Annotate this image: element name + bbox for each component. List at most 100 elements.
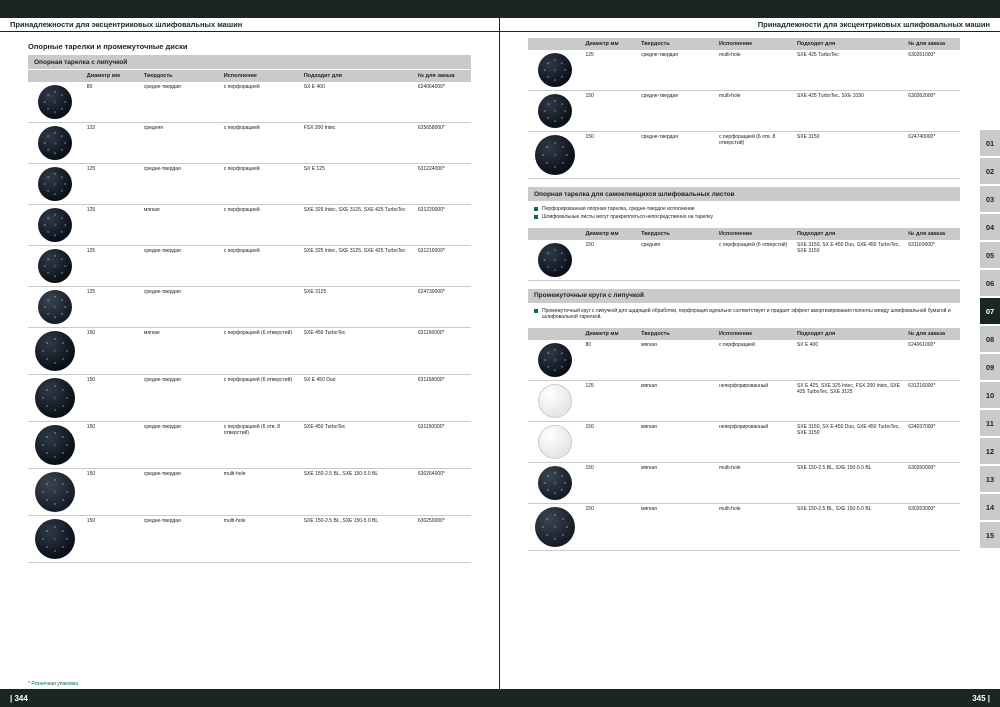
section-tab-15[interactable]: 15 xyxy=(980,522,1000,548)
cell-execution: с перфорацией xyxy=(715,340,793,381)
footer-right: 345 | xyxy=(500,689,1000,707)
cell-diameter: 150 xyxy=(581,91,637,132)
cell-diameter: 122 xyxy=(83,123,140,164)
cell-diameter: 150 xyxy=(83,328,140,375)
section-tab-08[interactable]: 08 xyxy=(980,326,1000,352)
cell-order: 624037000* xyxy=(904,422,960,463)
group-title: Опорная тарелка с липучкой xyxy=(28,55,471,69)
cell-hardness: средне-твердая xyxy=(140,422,220,469)
product-table: Диаметр мм Твердость Исполнение Подходит… xyxy=(528,228,960,281)
cell-hardness: средне-твердая xyxy=(140,82,220,123)
content-left: Опорные тарелки и промежуточные диски Оп… xyxy=(0,32,499,563)
section-tab-02[interactable]: 02 xyxy=(980,158,1000,184)
section-tab-06[interactable]: 06 xyxy=(980,270,1000,296)
cell-order: 630259000* xyxy=(414,516,471,563)
cell-hardness: средне-твердая xyxy=(140,469,220,516)
disc-image xyxy=(35,472,75,512)
cell-fits: SXE 150-2.5 BL, SXE 150-5.0 BL xyxy=(793,463,904,504)
cell-execution: multi-hole xyxy=(715,463,793,504)
section-tab-11[interactable]: 11 xyxy=(980,410,1000,436)
cell-fits: SX E 450 Duo xyxy=(300,375,414,422)
cell-hardness: мягкая xyxy=(637,381,715,422)
section-tab-09[interactable]: 09 xyxy=(980,354,1000,380)
cell-hardness: средняя xyxy=(140,123,220,164)
section-tab-01[interactable]: 01 xyxy=(980,130,1000,156)
header-title-left: Принадлежности для эксцентриковых шлифов… xyxy=(10,20,242,29)
section-tab-13[interactable]: 13 xyxy=(980,466,1000,492)
disc-image xyxy=(35,425,75,465)
page-right: Принадлежности для эксцентриковых шлифов… xyxy=(500,0,1000,707)
cell-fits: SX E 125 xyxy=(300,164,414,205)
cell-fits: SXE 150-2.5 BL, SXE 150-5.0 BL xyxy=(793,504,904,551)
disc-image xyxy=(535,135,575,175)
cell-hardness: мягкая xyxy=(637,340,715,381)
cell-fits: SX E 400 xyxy=(793,340,904,381)
table-row: 125 средне-твердая с перфорацией SXE 325… xyxy=(28,246,471,287)
table-row: 150 средняя с перфорацией (6 отверстий) … xyxy=(528,240,960,281)
cell-hardness: мягкая xyxy=(140,205,220,246)
cell-order: 631156000* xyxy=(414,328,471,375)
table-row: 125 мягкая неперфорированный SX E 425, S… xyxy=(528,381,960,422)
disc-image xyxy=(38,167,72,201)
disc-image xyxy=(538,243,572,277)
cell-execution: с перфорацией (6 отверстий) xyxy=(220,328,300,375)
cell-diameter: 150 xyxy=(83,375,140,422)
cell-execution: multi-hole xyxy=(220,516,300,563)
cell-hardness: средне-твердая xyxy=(637,132,715,179)
cell-execution: с перфорацией (6 отв. 8 отверстий) xyxy=(220,422,300,469)
cell-order: 624739000* xyxy=(414,287,471,328)
cell-order: 630262000* xyxy=(904,91,960,132)
cell-order: 624064000* xyxy=(414,82,471,123)
cell-order: 631220000* xyxy=(414,205,471,246)
header-row: Принадлежности для эксцентриковых шлифов… xyxy=(0,18,499,32)
section-tab-05[interactable]: 05 xyxy=(980,242,1000,268)
content-right: Диаметр мм Твердость Исполнение Подходит… xyxy=(500,32,1000,559)
table-row: 150 мягкая multi-hole SXE 150-2.5 BL, SX… xyxy=(528,504,960,551)
cell-order: 625658000* xyxy=(414,123,471,164)
group-title: Опорная тарелка для самоклеящихся шлифов… xyxy=(528,187,960,201)
product-table: Диаметр мм Твердость Исполнение Подходит… xyxy=(528,328,960,551)
cell-execution: с перфорацией xyxy=(220,246,300,287)
table-row: 125 средне-твердая SXE 3125 624739000* xyxy=(28,287,471,328)
section-tab-14[interactable]: 14 xyxy=(980,494,1000,520)
section-tab-07[interactable]: 07 xyxy=(980,298,1000,324)
cell-fits: SXE 325 Intec, SXE 3125, SXE 425 TurboTe… xyxy=(300,246,414,287)
cell-execution: с перфорацией (6 отверстий) xyxy=(220,375,300,422)
cell-fits: SXE 3150, SX E 450 Duo, SXE 450 TurboTec… xyxy=(793,422,904,463)
disc-image xyxy=(538,384,572,418)
table-row: 150 средне-твердая с перфорацией (6 отв.… xyxy=(28,422,471,469)
cell-diameter: 125 xyxy=(581,381,637,422)
section-title: Опорные тарелки и промежуточные диски xyxy=(28,42,471,51)
cell-hardness: мягкая xyxy=(637,422,715,463)
disc-image xyxy=(538,343,572,377)
table-row: 150 средне-твердая multi-hole SXE 425 Tu… xyxy=(528,91,960,132)
cell-execution: multi-hole xyxy=(715,504,793,551)
cell-order: 631169000* xyxy=(904,240,960,281)
cell-diameter: 80 xyxy=(83,82,140,123)
cell-hardness: средне-твердая xyxy=(140,164,220,205)
table-row: 80 средне-твердая с перфорацией SX E 400… xyxy=(28,82,471,123)
cell-execution: multi-hole xyxy=(715,91,793,132)
table-row: 150 средне-твердая multi-hole SXE 150-2.… xyxy=(28,469,471,516)
cell-fits: SXE 450 TurboTec xyxy=(300,422,414,469)
disc-image xyxy=(38,126,72,160)
table-row: 150 средне-твердая multi-hole SXE 150-2.… xyxy=(28,516,471,563)
cell-hardness: средне-твердая xyxy=(637,91,715,132)
cell-hardness: средне-твердая xyxy=(637,50,715,91)
table-row: 150 мягкая multi-hole SXE 150-2.5 BL, SX… xyxy=(528,463,960,504)
cell-fits: SXE 425 TurboTec xyxy=(793,50,904,91)
section-tab-10[interactable]: 10 xyxy=(980,382,1000,408)
section-tab-04[interactable]: 04 xyxy=(980,214,1000,240)
table-row: 125 средне-твердая с перфорацией SX E 12… xyxy=(28,164,471,205)
cell-execution: с перфорацией xyxy=(220,123,300,164)
cell-fits: SX E 425, SXE 325 Intec, FSX 200 Intec, … xyxy=(793,381,904,422)
section-tab-03[interactable]: 03 xyxy=(980,186,1000,212)
section-tab-12[interactable]: 12 xyxy=(980,438,1000,464)
cell-fits: SXE 450 TurboTec xyxy=(300,328,414,375)
disc-image xyxy=(35,331,75,371)
cell-fits: SXE 150-2.5 BL, SXE 150-5.0 BL xyxy=(300,516,414,563)
product-table: Диаметр мм Твердость Исполнение Подходит… xyxy=(528,38,960,179)
cell-order: 631158000* xyxy=(414,375,471,422)
cell-order: 631219000* xyxy=(414,246,471,287)
cell-order: 631150000* xyxy=(414,422,471,469)
